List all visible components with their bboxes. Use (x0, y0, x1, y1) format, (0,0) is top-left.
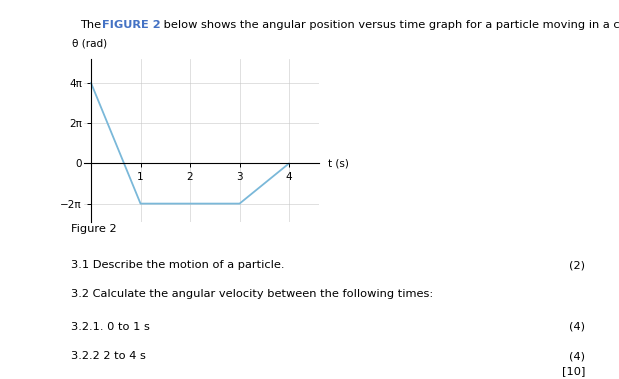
Text: (4): (4) (569, 322, 585, 332)
Text: θ (rad): θ (rad) (72, 39, 107, 49)
Text: FIGURE 2: FIGURE 2 (102, 20, 161, 30)
Text: 3.2 Calculate the angular velocity between the following times:: 3.2 Calculate the angular velocity betwe… (71, 290, 433, 299)
Text: Figure 2: Figure 2 (71, 224, 117, 234)
Text: 3.2.1. 0 to 1 s: 3.2.1. 0 to 1 s (71, 322, 150, 332)
Text: below shows the angular position versus time graph for a particle moving in a ci: below shows the angular position versus … (160, 20, 619, 30)
Text: 3.2.2 2 to 4 s: 3.2.2 2 to 4 s (71, 351, 146, 361)
Text: [10]: [10] (561, 366, 585, 376)
Text: The: The (80, 20, 105, 30)
Text: t (s): t (s) (328, 158, 349, 168)
Text: 3.1 Describe the motion of a particle.: 3.1 Describe the motion of a particle. (71, 260, 285, 270)
Text: (4): (4) (569, 351, 585, 361)
Text: (2): (2) (569, 260, 585, 270)
